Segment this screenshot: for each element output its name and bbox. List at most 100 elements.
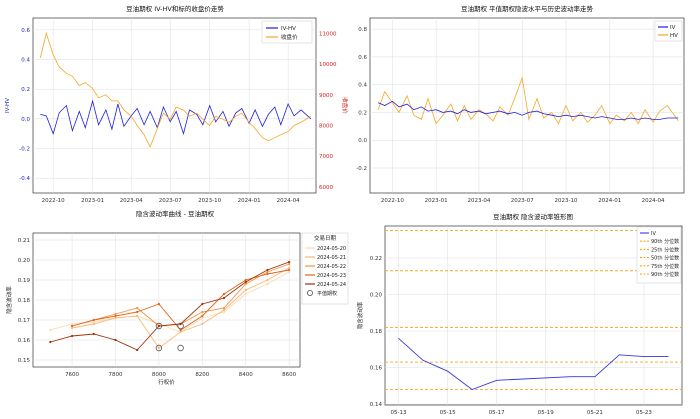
legend-label: 90th 分位数 bbox=[651, 271, 679, 278]
data-point bbox=[201, 310, 204, 314]
y-tick-label: 0.0 bbox=[21, 117, 30, 123]
y2-tick-label: 9000 bbox=[319, 93, 333, 99]
legend-label: 2024-05-22 bbox=[317, 264, 346, 270]
series-line bbox=[377, 100, 679, 120]
data-point bbox=[222, 310, 226, 314]
series-line bbox=[50, 261, 290, 351]
data-point bbox=[114, 312, 117, 316]
data-point bbox=[222, 296, 226, 300]
data-point bbox=[201, 322, 204, 326]
data-point bbox=[70, 324, 74, 328]
y-tick-label: 0.6 bbox=[358, 55, 367, 61]
chart-title: 豆油期权 IV-HV和标的收盘价走势 bbox=[126, 4, 224, 13]
legend-label: 50th 分位数 bbox=[651, 255, 679, 262]
y-tick-label: 0.8 bbox=[358, 27, 367, 33]
x-tick-label: 8000 bbox=[152, 372, 166, 378]
data-point bbox=[222, 306, 226, 310]
chart-iv-cone: 豆油期权 隐含波动率锥形图 05-13 05-15 05-17 05-19 05-21 05… bbox=[356, 212, 683, 416]
chart-iv-smile: 隐含波动率曲线 - 豆油期权 7600 7800 8000 8200 8400 8600 0.… bbox=[5, 209, 349, 386]
data-point bbox=[92, 320, 95, 324]
chart-title: 豆油期权 平值期权隐波水平与历史波动率走势 bbox=[461, 4, 594, 13]
y-tick-label: 0.4 bbox=[21, 58, 30, 64]
legend-label: 收盘价 bbox=[281, 33, 298, 41]
y-tick-label: -0.2 bbox=[356, 166, 367, 172]
x-tick-label: 2023-10 bbox=[198, 198, 221, 204]
y-tick-label: 0.22 bbox=[370, 256, 382, 262]
data-point bbox=[114, 314, 117, 318]
plot-frame bbox=[32, 17, 317, 194]
y-tick-label: -0.4 bbox=[19, 176, 30, 182]
atm-marker bbox=[155, 322, 163, 330]
y-tick-label: 0.21 bbox=[18, 238, 30, 244]
legend-label: IV bbox=[651, 231, 656, 237]
y-tick-label: 0.2 bbox=[358, 110, 367, 116]
legend-label: HV bbox=[670, 33, 678, 39]
data-point bbox=[179, 330, 182, 334]
data-point bbox=[92, 318, 95, 322]
y-tick-label: 0.4 bbox=[358, 83, 367, 89]
plot-frame bbox=[384, 225, 683, 406]
legend-label: 25th 分位数 bbox=[651, 246, 679, 253]
x-tick-label: 8200 bbox=[195, 372, 209, 378]
x-tick-label: 2023-07 bbox=[511, 198, 534, 204]
x-tick-label: 2024-04 bbox=[642, 198, 665, 204]
data-point bbox=[136, 306, 139, 310]
data-point bbox=[70, 322, 74, 326]
data-point bbox=[222, 308, 226, 312]
data-point bbox=[201, 316, 204, 320]
data-point bbox=[49, 340, 52, 344]
data-point bbox=[70, 334, 74, 338]
y2-tick-label: 10000 bbox=[319, 62, 337, 68]
atm-marker bbox=[177, 322, 184, 330]
x-tick-label: 05-21 bbox=[587, 410, 603, 416]
legend-label: IV-HV bbox=[281, 26, 296, 32]
legend-label: 90th 分位数 bbox=[651, 238, 679, 245]
data-point bbox=[266, 272, 269, 276]
y-tick-label: 0.14 bbox=[370, 402, 383, 408]
x-axis-label: 行权价 bbox=[158, 378, 175, 386]
data-point bbox=[288, 266, 291, 270]
x-tick-label: 05-23 bbox=[636, 410, 652, 416]
y-tick-label: 0.18 bbox=[18, 298, 31, 304]
x-tick-label: 2023-04 bbox=[120, 198, 143, 204]
data-point bbox=[244, 292, 247, 296]
chart-iv-hv-trend: 豆油期权 平值期权隐波水平与历史波动率走势 2022-10 2023-01 2023-… bbox=[356, 4, 685, 204]
data-point bbox=[114, 316, 117, 320]
legend-label: IV bbox=[670, 25, 676, 31]
data-point bbox=[157, 324, 161, 328]
legend-label: 75th 分位数 bbox=[651, 263, 679, 270]
data-point bbox=[136, 314, 139, 318]
legend-label: 2024-05-23 bbox=[317, 273, 346, 279]
x-tick-label: 05-13 bbox=[391, 410, 407, 416]
x-tick-label: 2024-01 bbox=[598, 198, 621, 204]
y2-tick-label: 8000 bbox=[319, 123, 333, 129]
data-point bbox=[288, 270, 291, 274]
data-point bbox=[92, 322, 95, 326]
chart-ivhv-price: 豆油期权 IV-HV和标的收盘价走势 2022-10 2023-01 2023-04 2… bbox=[5, 4, 349, 204]
data-point bbox=[222, 292, 226, 296]
data-point bbox=[136, 310, 139, 314]
y-tick-label: 0.16 bbox=[370, 366, 383, 372]
legend-label: 2024-05-24 bbox=[317, 282, 346, 288]
x-tick-label: 8400 bbox=[239, 372, 253, 378]
data-point bbox=[266, 270, 269, 274]
x-tick-label: 8600 bbox=[282, 372, 296, 378]
legend-title: 交易日期 bbox=[314, 234, 337, 242]
data-point bbox=[244, 278, 247, 282]
data-point bbox=[266, 282, 269, 286]
y-tick-label: 0.2 bbox=[21, 87, 30, 93]
legend-box bbox=[301, 232, 349, 305]
x-tick-label: 2023-01 bbox=[81, 198, 104, 204]
y2-tick-label: 7000 bbox=[319, 154, 333, 160]
chart-title: 豆油期权 隐含波动率锥形图 bbox=[493, 212, 573, 221]
data-point bbox=[288, 268, 291, 272]
data-point bbox=[266, 268, 269, 272]
data-point bbox=[49, 328, 52, 332]
x-tick-label: 7800 bbox=[108, 372, 122, 378]
data-point bbox=[201, 302, 204, 306]
y-tick-label: 0.15 bbox=[18, 358, 31, 364]
atm-marker bbox=[177, 344, 184, 352]
x-tick-label: 2023-07 bbox=[159, 198, 182, 204]
y-tick-label: 0.19 bbox=[18, 278, 31, 284]
x-tick-label: 2024-04 bbox=[277, 198, 300, 204]
